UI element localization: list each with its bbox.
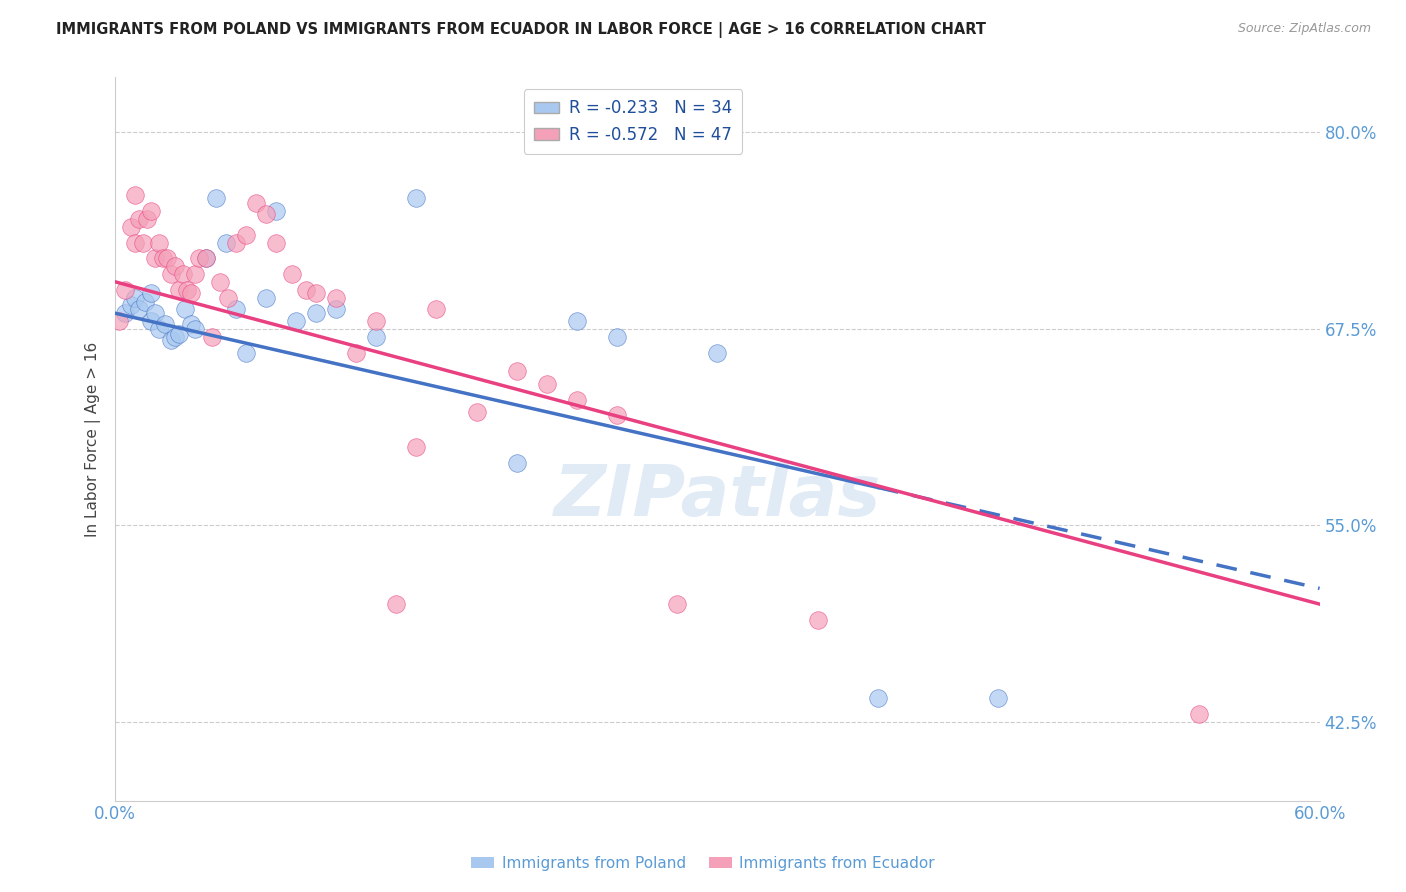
Point <box>305 306 328 320</box>
Point <box>141 285 163 300</box>
Point <box>128 211 150 226</box>
Point <box>245 196 267 211</box>
Legend: Immigrants from Poland, Immigrants from Ecuador: Immigrants from Poland, Immigrants from … <box>465 850 941 877</box>
Point <box>120 219 142 234</box>
Point <box>194 252 217 266</box>
Point <box>120 298 142 312</box>
Point <box>425 301 447 316</box>
Point <box>124 235 146 250</box>
Point <box>148 322 170 336</box>
Point <box>169 283 191 297</box>
Point <box>128 301 150 316</box>
Point <box>344 345 367 359</box>
Text: Source: ZipAtlas.com: Source: ZipAtlas.com <box>1237 22 1371 36</box>
Point <box>706 345 728 359</box>
Point <box>132 235 155 250</box>
Point <box>405 440 427 454</box>
Point <box>325 291 347 305</box>
Point <box>156 252 179 266</box>
Point <box>866 691 889 706</box>
Point <box>180 285 202 300</box>
Point <box>194 252 217 266</box>
Point <box>565 314 588 328</box>
Point <box>136 211 159 226</box>
Point <box>465 405 488 419</box>
Point <box>281 267 304 281</box>
Text: IMMIGRANTS FROM POLAND VS IMMIGRANTS FROM ECUADOR IN LABOR FORCE | AGE > 16 CORR: IMMIGRANTS FROM POLAND VS IMMIGRANTS FRO… <box>56 22 986 38</box>
Point <box>134 295 156 310</box>
Point <box>169 326 191 341</box>
Point <box>284 314 307 328</box>
Point <box>235 227 257 242</box>
Point <box>366 314 388 328</box>
Point <box>264 204 287 219</box>
Point <box>295 283 318 297</box>
Point <box>148 235 170 250</box>
Point <box>405 192 427 206</box>
Point <box>141 314 163 328</box>
Point <box>254 291 277 305</box>
Point <box>807 613 830 627</box>
Point <box>108 314 131 328</box>
Point <box>217 291 239 305</box>
Point <box>180 318 202 332</box>
Point <box>214 235 236 250</box>
Point <box>143 252 166 266</box>
Point <box>124 188 146 202</box>
Point <box>254 207 277 221</box>
Point <box>184 322 207 336</box>
Point <box>1188 707 1211 722</box>
Point <box>366 330 388 344</box>
Point <box>666 597 689 611</box>
Point <box>114 283 136 297</box>
Legend: R = -0.233   N = 34, R = -0.572   N = 47: R = -0.233 N = 34, R = -0.572 N = 47 <box>524 89 742 153</box>
Point <box>160 267 183 281</box>
Point <box>160 333 183 347</box>
Point <box>325 301 347 316</box>
Point <box>143 306 166 320</box>
Y-axis label: In Labor Force | Age > 16: In Labor Force | Age > 16 <box>86 342 101 537</box>
Point <box>204 192 226 206</box>
Point <box>208 275 231 289</box>
Point <box>152 252 174 266</box>
Point <box>165 330 187 344</box>
Point <box>225 301 247 316</box>
Point <box>141 204 163 219</box>
Point <box>155 318 177 332</box>
Point <box>114 306 136 320</box>
Point <box>172 267 194 281</box>
Point <box>606 330 628 344</box>
Point <box>505 364 527 378</box>
Point <box>124 291 146 305</box>
Point <box>184 267 207 281</box>
Point <box>188 252 211 266</box>
Point <box>264 235 287 250</box>
Point <box>165 259 187 273</box>
Point <box>200 330 222 344</box>
Point <box>536 376 558 391</box>
Point <box>505 456 527 470</box>
Point <box>174 301 197 316</box>
Point <box>606 409 628 423</box>
Point <box>385 597 408 611</box>
Point <box>305 285 328 300</box>
Point <box>987 691 1010 706</box>
Text: ZIPatlas: ZIPatlas <box>554 462 882 532</box>
Point <box>176 283 198 297</box>
Point <box>225 235 247 250</box>
Point <box>565 392 588 407</box>
Point <box>235 345 257 359</box>
